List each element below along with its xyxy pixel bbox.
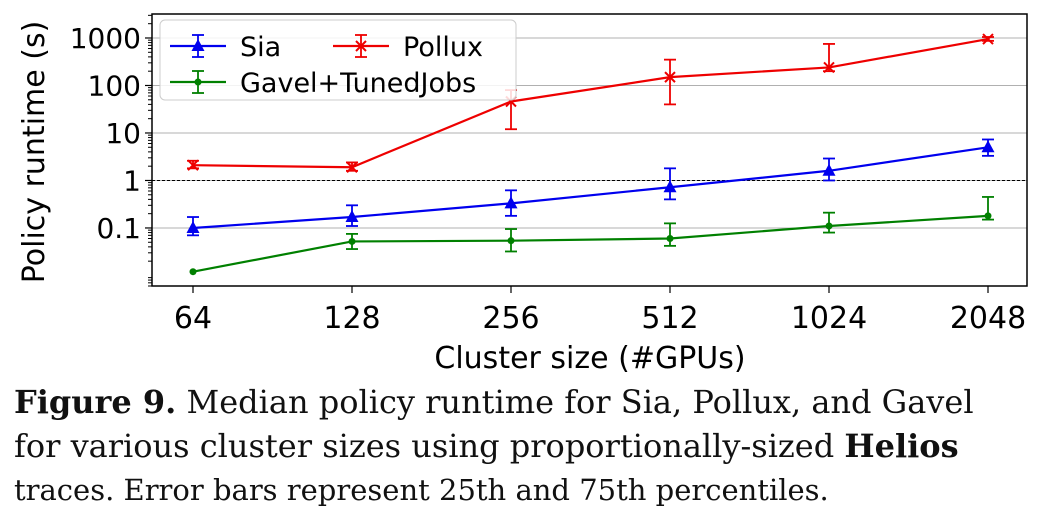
plot-frame	[151, 13, 1028, 287]
y-tick-label: 1	[123, 164, 141, 197]
axes: 0.1 1 10 100 1000 64 128 256 512 1024 2048	[70, 14, 1026, 336]
legend-entry-gavel-tunedjobs: Gavel+TunedJobs	[170, 68, 476, 99]
x-tick-label: 64	[174, 301, 212, 336]
gavel-tunedjobs-point	[666, 235, 674, 243]
legend-label: Sia	[240, 32, 281, 63]
legend-label: Gavel+TunedJobs	[240, 68, 476, 99]
sia-point	[663, 180, 677, 193]
y-tick-label: 1000	[70, 22, 141, 55]
caption-label: Figure 9.	[14, 383, 177, 421]
x-axis-label: Cluster size (#GPUs)	[434, 341, 745, 376]
pollux-point	[664, 71, 676, 83]
legend-box	[159, 19, 517, 101]
legend-entry-pollux: Pollux	[333, 32, 483, 63]
series-gavel-tunedjobs	[189, 196, 994, 276]
y-tick-label: 10	[105, 117, 141, 150]
sia-line	[192, 146, 989, 230]
sia-point	[822, 163, 836, 176]
x-tick-label: 256	[482, 301, 539, 336]
caption-dataset-name: Helios	[844, 427, 959, 465]
legend: Sia Pollux Gavel+TunedJobs	[159, 19, 517, 101]
x-tick-label: 512	[641, 301, 698, 336]
x-tick-label: 1024	[791, 301, 867, 336]
caption-line-3: traces. Error bars represent 25th and 75…	[14, 473, 829, 507]
series-sia	[186, 138, 995, 237]
gavel-tunedjobs-point	[189, 268, 197, 276]
legend-entry-sia: Sia	[170, 32, 281, 63]
x-tick-label: 128	[323, 301, 380, 336]
legend-label: Pollux	[403, 32, 483, 63]
pollux-line	[192, 37, 989, 169]
pollux-point	[187, 159, 199, 171]
gavel-tunedjobs-point	[984, 212, 992, 220]
pollux-point	[346, 161, 358, 173]
sia-point	[504, 196, 518, 209]
legend-swatch-marker	[194, 78, 202, 86]
gavel-tunedjobs-point	[348, 237, 356, 245]
series-layer	[186, 33, 995, 276]
caption-line-1: Median policy runtime for Sia, Pollux, a…	[176, 383, 974, 421]
legend-swatch-marker	[355, 40, 367, 52]
sia-point	[981, 140, 995, 153]
legend-swatch-marker	[191, 39, 205, 51]
gavel-tunedjobs-line	[192, 214, 989, 273]
caption-line-2: for various cluster sizes using proporti…	[14, 427, 845, 465]
pollux-point	[982, 33, 994, 45]
y-tick-label: 100	[88, 69, 141, 102]
gavel-tunedjobs-point	[825, 222, 833, 230]
sia-point	[186, 220, 200, 233]
runtime-chart: 0.1 1 10 100 1000 64 128 256 512 1024 2048 Sia Poll…	[17, 13, 1028, 376]
gavel-tunedjobs-point	[507, 237, 515, 245]
y-tick-label: 0.1	[96, 212, 141, 245]
sia-point	[345, 210, 359, 223]
figure-caption: Figure 9. Median policy runtime for Sia,…	[14, 380, 1044, 512]
pollux-point	[823, 61, 835, 74]
x-tick-label: 2048	[950, 301, 1026, 336]
y-axis-label: Policy runtime (s)	[17, 21, 52, 284]
